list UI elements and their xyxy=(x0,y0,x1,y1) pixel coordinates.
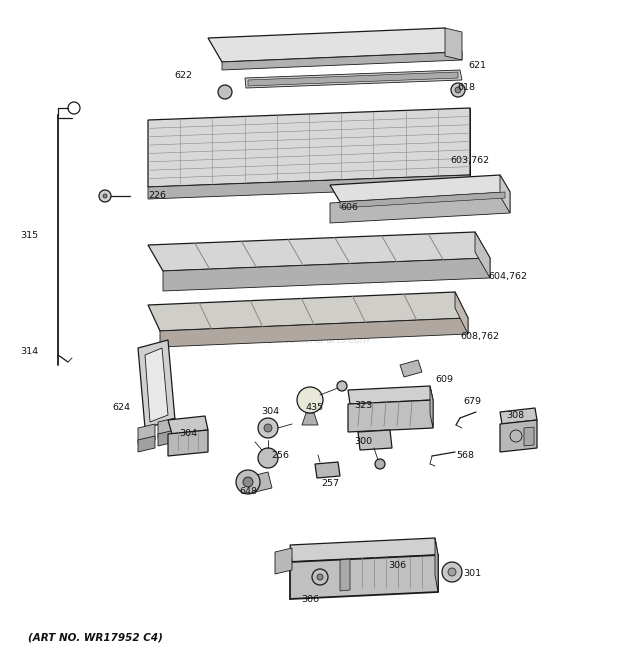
Polygon shape xyxy=(330,175,510,202)
Polygon shape xyxy=(148,175,470,199)
Polygon shape xyxy=(275,548,292,574)
Polygon shape xyxy=(340,192,505,208)
Circle shape xyxy=(455,87,461,93)
Text: 301: 301 xyxy=(463,568,481,578)
Circle shape xyxy=(99,190,111,202)
Text: 568: 568 xyxy=(456,451,474,459)
Polygon shape xyxy=(455,292,468,334)
Polygon shape xyxy=(400,360,422,377)
Text: 679: 679 xyxy=(463,397,481,407)
Text: 603,762: 603,762 xyxy=(450,155,489,165)
Polygon shape xyxy=(168,430,208,456)
Polygon shape xyxy=(302,413,318,425)
Circle shape xyxy=(103,194,107,198)
Circle shape xyxy=(448,568,456,576)
Polygon shape xyxy=(148,292,468,331)
Text: 314: 314 xyxy=(20,348,38,356)
Polygon shape xyxy=(500,408,537,424)
Polygon shape xyxy=(168,416,208,434)
Text: 304: 304 xyxy=(261,407,279,416)
Text: 624: 624 xyxy=(112,403,130,412)
Circle shape xyxy=(218,85,232,99)
Text: (ART NO. WR17952 C4): (ART NO. WR17952 C4) xyxy=(28,633,163,643)
Polygon shape xyxy=(330,193,510,223)
Circle shape xyxy=(317,574,323,580)
Circle shape xyxy=(451,83,465,97)
Text: 308: 308 xyxy=(506,412,524,420)
Text: 315: 315 xyxy=(20,231,38,239)
Text: 608,762: 608,762 xyxy=(460,332,499,340)
Text: 226: 226 xyxy=(148,192,166,200)
Polygon shape xyxy=(145,348,168,422)
Text: 323: 323 xyxy=(354,401,372,410)
Polygon shape xyxy=(475,232,490,278)
Polygon shape xyxy=(158,418,175,438)
Polygon shape xyxy=(138,436,155,452)
Text: 606: 606 xyxy=(340,204,358,212)
Circle shape xyxy=(442,562,462,582)
Polygon shape xyxy=(430,386,433,428)
Polygon shape xyxy=(290,538,438,562)
Polygon shape xyxy=(163,258,490,291)
Circle shape xyxy=(258,448,278,468)
Text: 435: 435 xyxy=(306,403,324,412)
Circle shape xyxy=(297,387,323,413)
Polygon shape xyxy=(500,175,510,213)
Polygon shape xyxy=(524,427,534,446)
Text: 622: 622 xyxy=(174,71,192,79)
Polygon shape xyxy=(315,462,340,478)
Polygon shape xyxy=(348,386,433,404)
Polygon shape xyxy=(138,340,175,428)
Polygon shape xyxy=(252,472,272,492)
Circle shape xyxy=(236,470,260,494)
Polygon shape xyxy=(158,430,175,446)
Polygon shape xyxy=(500,420,537,452)
Text: 609: 609 xyxy=(435,375,453,385)
Polygon shape xyxy=(148,232,490,271)
Polygon shape xyxy=(340,559,350,591)
Text: 618: 618 xyxy=(457,83,475,93)
Text: 300: 300 xyxy=(354,436,372,446)
Text: 306: 306 xyxy=(388,561,406,570)
Text: 306: 306 xyxy=(301,596,319,605)
Circle shape xyxy=(258,418,278,438)
Circle shape xyxy=(337,381,347,391)
Text: 648: 648 xyxy=(239,488,257,496)
Polygon shape xyxy=(222,52,462,70)
Polygon shape xyxy=(148,108,470,187)
Text: 304: 304 xyxy=(179,430,197,438)
Polygon shape xyxy=(348,400,433,432)
Circle shape xyxy=(264,424,272,432)
Polygon shape xyxy=(290,555,438,599)
Text: 621: 621 xyxy=(468,61,486,71)
Polygon shape xyxy=(138,424,155,444)
Polygon shape xyxy=(445,28,462,60)
Polygon shape xyxy=(248,72,458,86)
Text: 604,762: 604,762 xyxy=(488,272,527,280)
Polygon shape xyxy=(245,70,462,88)
Polygon shape xyxy=(208,28,462,62)
Text: 257: 257 xyxy=(321,479,339,488)
Circle shape xyxy=(243,477,253,487)
Polygon shape xyxy=(160,318,468,347)
Polygon shape xyxy=(358,430,392,450)
Circle shape xyxy=(375,459,385,469)
Polygon shape xyxy=(435,538,438,592)
Text: 256: 256 xyxy=(271,451,289,461)
Text: eReplacementParts.com: eReplacementParts.com xyxy=(250,335,370,345)
